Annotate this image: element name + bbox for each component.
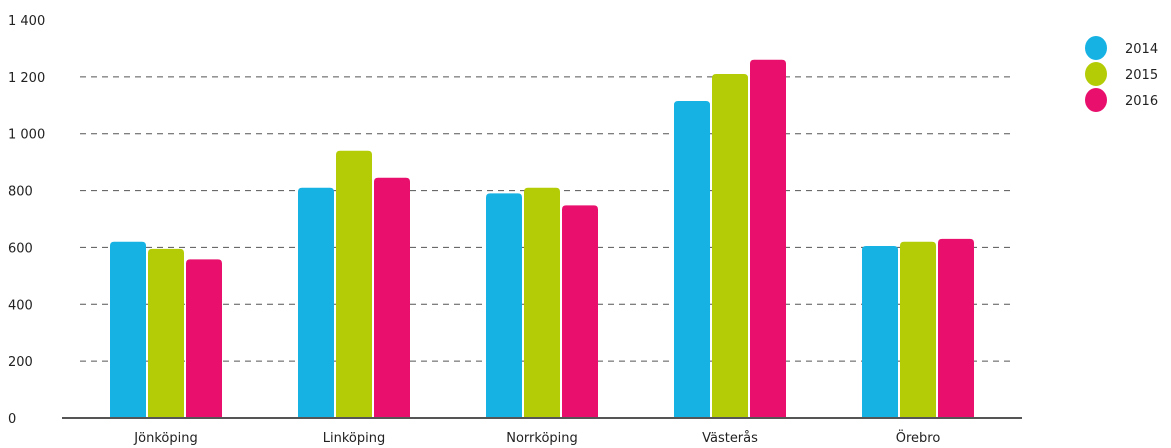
y-axis-ticks: 0 200 400 600 800 1 000 1 200 1 400 <box>8 14 45 427</box>
y-tick-label: 600 <box>8 241 33 256</box>
x-category-label: Västerås <box>702 431 758 446</box>
y-tick-label: 800 <box>8 185 33 200</box>
bars <box>110 59 974 419</box>
legend: 2014 2015 2016 <box>1085 36 1158 112</box>
x-axis-categories: Jönköping Linköping Norrköping Västerås Öreb… <box>133 429 940 446</box>
x-category-label: Linköping <box>323 431 385 446</box>
bar-2014-0 <box>110 241 146 418</box>
bar-2015-1 <box>336 150 372 418</box>
bar-2016-2 <box>562 205 598 418</box>
bar-2016-1 <box>374 177 410 418</box>
bar-2014-2 <box>486 193 522 418</box>
bar-2015-3 <box>712 74 748 418</box>
bar-2014-3 <box>674 101 710 419</box>
bar-2015-4 <box>900 241 936 418</box>
y-tick-label: 400 <box>8 298 33 313</box>
x-category-label: Örebro <box>896 429 941 446</box>
bar-2016-4 <box>938 238 974 418</box>
bar-2016-0 <box>186 259 222 418</box>
y-tick-label: 200 <box>8 355 33 370</box>
x-category-label: Norrköping <box>506 431 578 446</box>
y-tick-label: 1 000 <box>8 128 45 143</box>
bar-2014-4 <box>862 246 898 418</box>
legend-label: 2014 <box>1125 42 1158 57</box>
bar-2015-2 <box>524 187 560 418</box>
bar-2015-0 <box>148 248 184 418</box>
y-tick-label: 0 <box>8 412 16 427</box>
bar-2014-1 <box>298 187 334 418</box>
x-category-label: Jönköping <box>133 431 197 446</box>
y-tick-label: 1 400 <box>8 14 45 29</box>
legend-swatch-2015 <box>1085 62 1107 86</box>
legend-label: 2016 <box>1125 94 1158 109</box>
bar-2016-3 <box>750 59 786 419</box>
legend-label: 2015 <box>1125 68 1158 83</box>
legend-swatch-2016 <box>1085 88 1107 112</box>
legend-swatch-2014 <box>1085 36 1107 60</box>
y-tick-label: 1 200 <box>8 71 45 86</box>
